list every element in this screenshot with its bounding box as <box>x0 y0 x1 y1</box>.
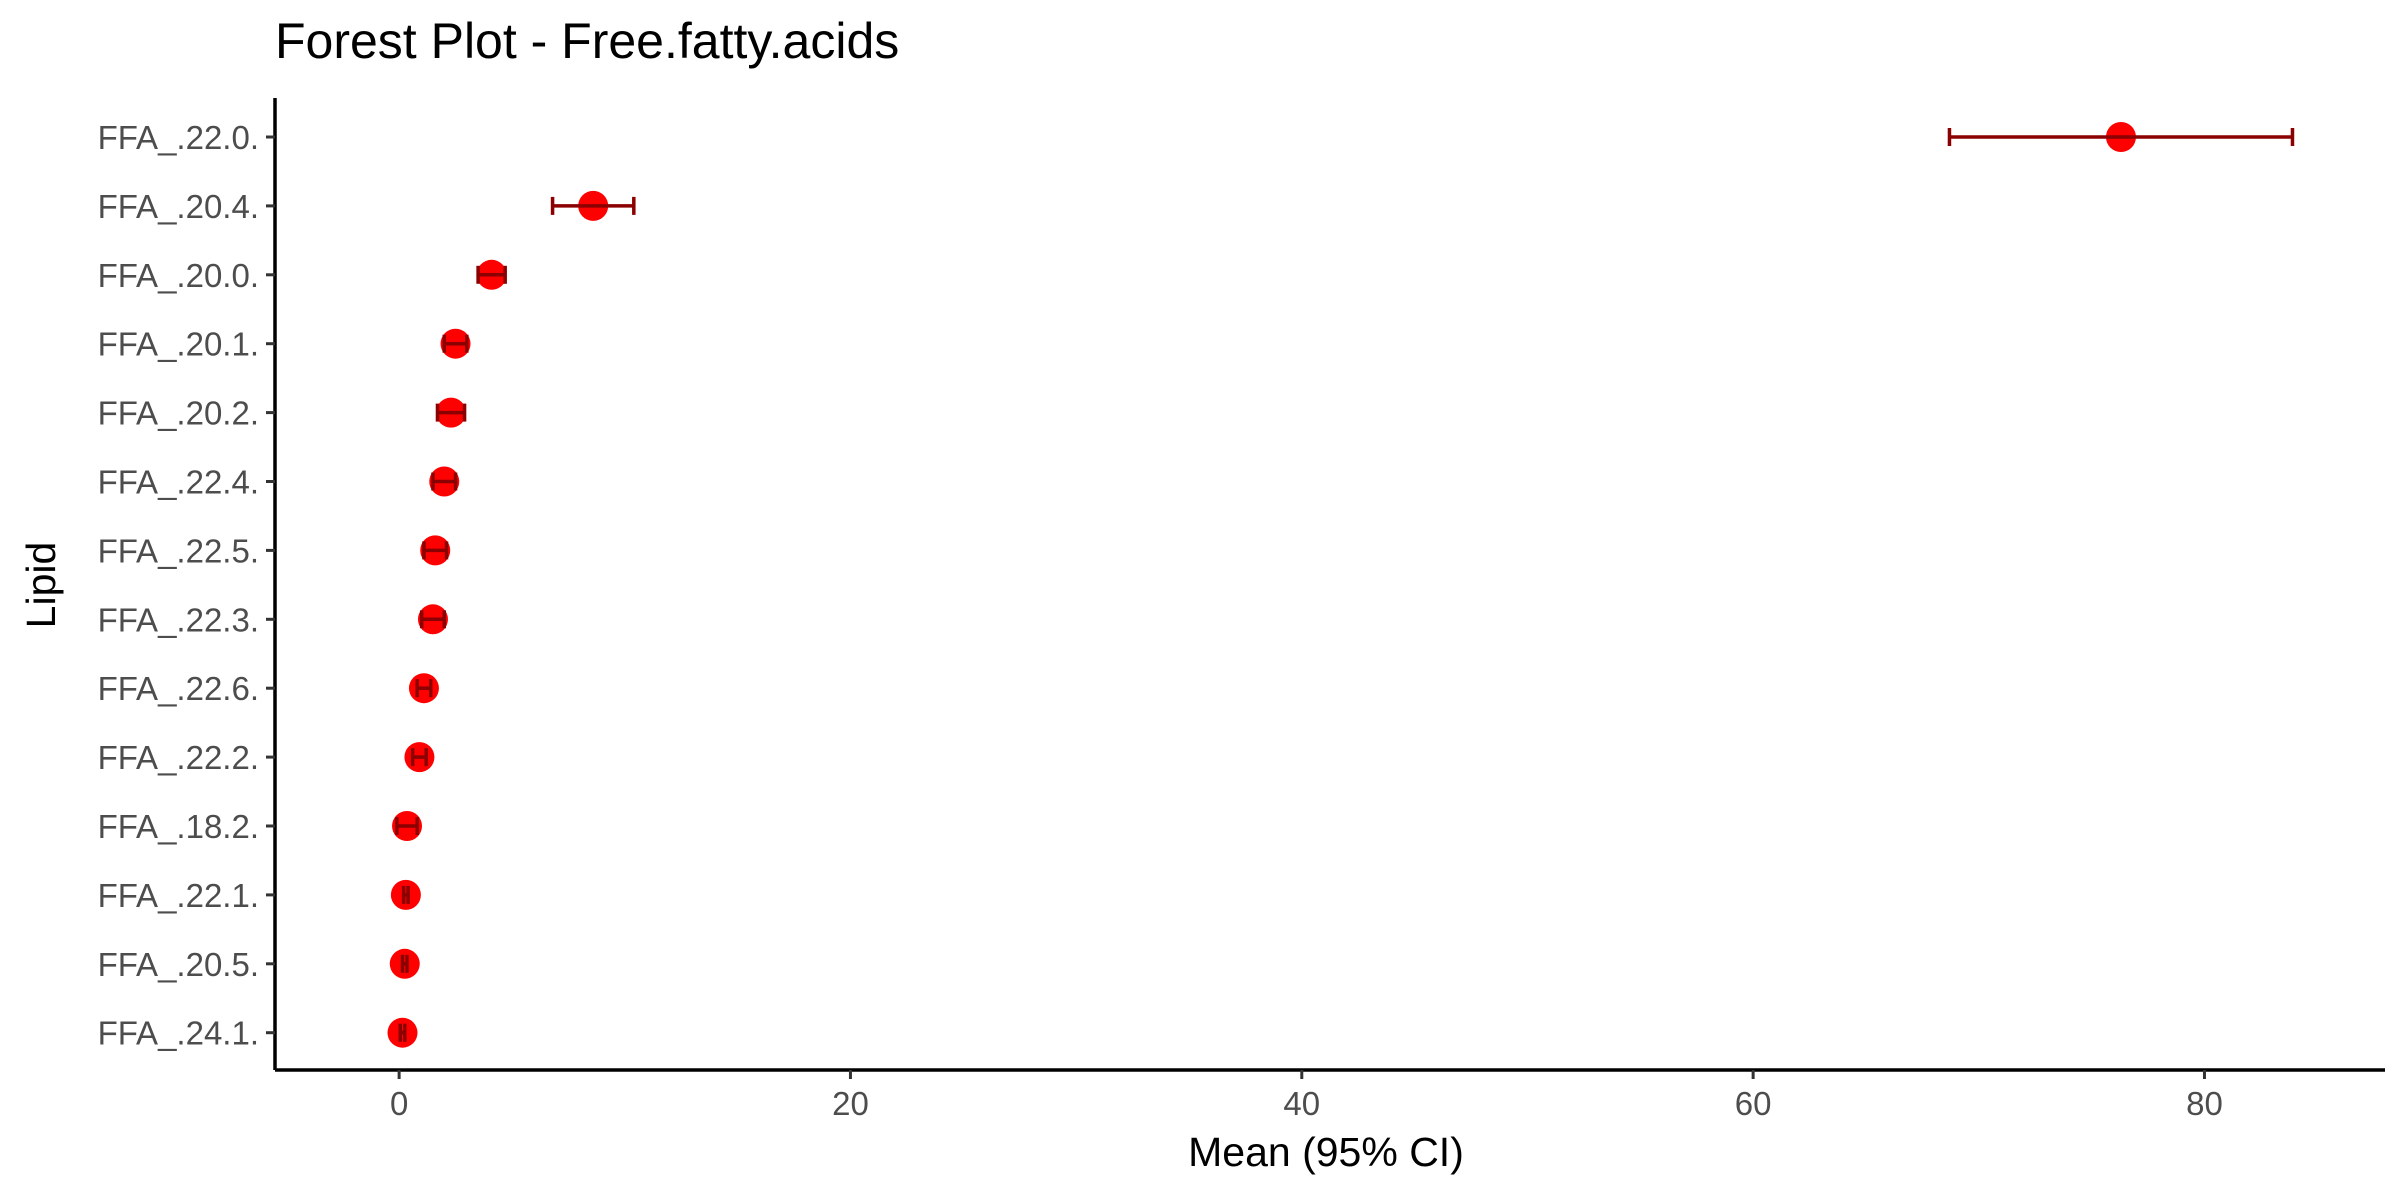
axes-layer <box>273 98 2385 1072</box>
chart-title: Forest Plot - Free.fatty.acids <box>275 13 899 69</box>
point-layer <box>387 122 2136 1048</box>
x-tick-label: 40 <box>1283 1085 1320 1122</box>
y-tick-label: FFA_.22.2. <box>98 739 259 776</box>
y-tick-label: FFA_.20.5. <box>98 946 259 983</box>
y-tick-label: FFA_.18.2. <box>98 808 259 845</box>
y-tick-label: FFA_.20.0. <box>98 257 259 294</box>
y-tick-label: FFA_.22.3. <box>98 601 259 638</box>
tick-layer: FFA_.22.0. FFA_.20.4. FFA_.20.0. FFA_.20.1.… <box>98 119 2223 1122</box>
x-tick-label: 60 <box>1735 1085 1772 1122</box>
y-tick-label: FFA_.22.6. <box>98 670 259 707</box>
y-tick-label: FFA_.20.4. <box>98 188 259 225</box>
y-tick-label: FFA_.22.1. <box>98 877 259 914</box>
y-tick-label: FFA_.22.0. <box>98 119 259 156</box>
y-tick-label: FFA_.20.2. <box>98 395 259 432</box>
errorbar-layer <box>395 128 2295 1042</box>
x-tick-label: 20 <box>832 1085 869 1122</box>
y-tick-label: FFA_.22.4. <box>98 464 259 501</box>
y-axis-title: Lipid <box>18 542 64 629</box>
x-tick-label: 0 <box>390 1085 408 1122</box>
y-tick-label: FFA_.24.1. <box>98 1015 259 1052</box>
x-axis-title: Mean (95% CI) <box>1188 1129 1464 1175</box>
y-tick-label: FFA_.22.5. <box>98 532 259 569</box>
x-tick-label: 80 <box>2186 1085 2223 1122</box>
y-tick-label: FFA_.20.1. <box>98 326 259 363</box>
